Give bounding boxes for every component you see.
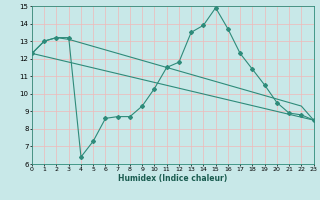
X-axis label: Humidex (Indice chaleur): Humidex (Indice chaleur) (118, 174, 228, 183)
